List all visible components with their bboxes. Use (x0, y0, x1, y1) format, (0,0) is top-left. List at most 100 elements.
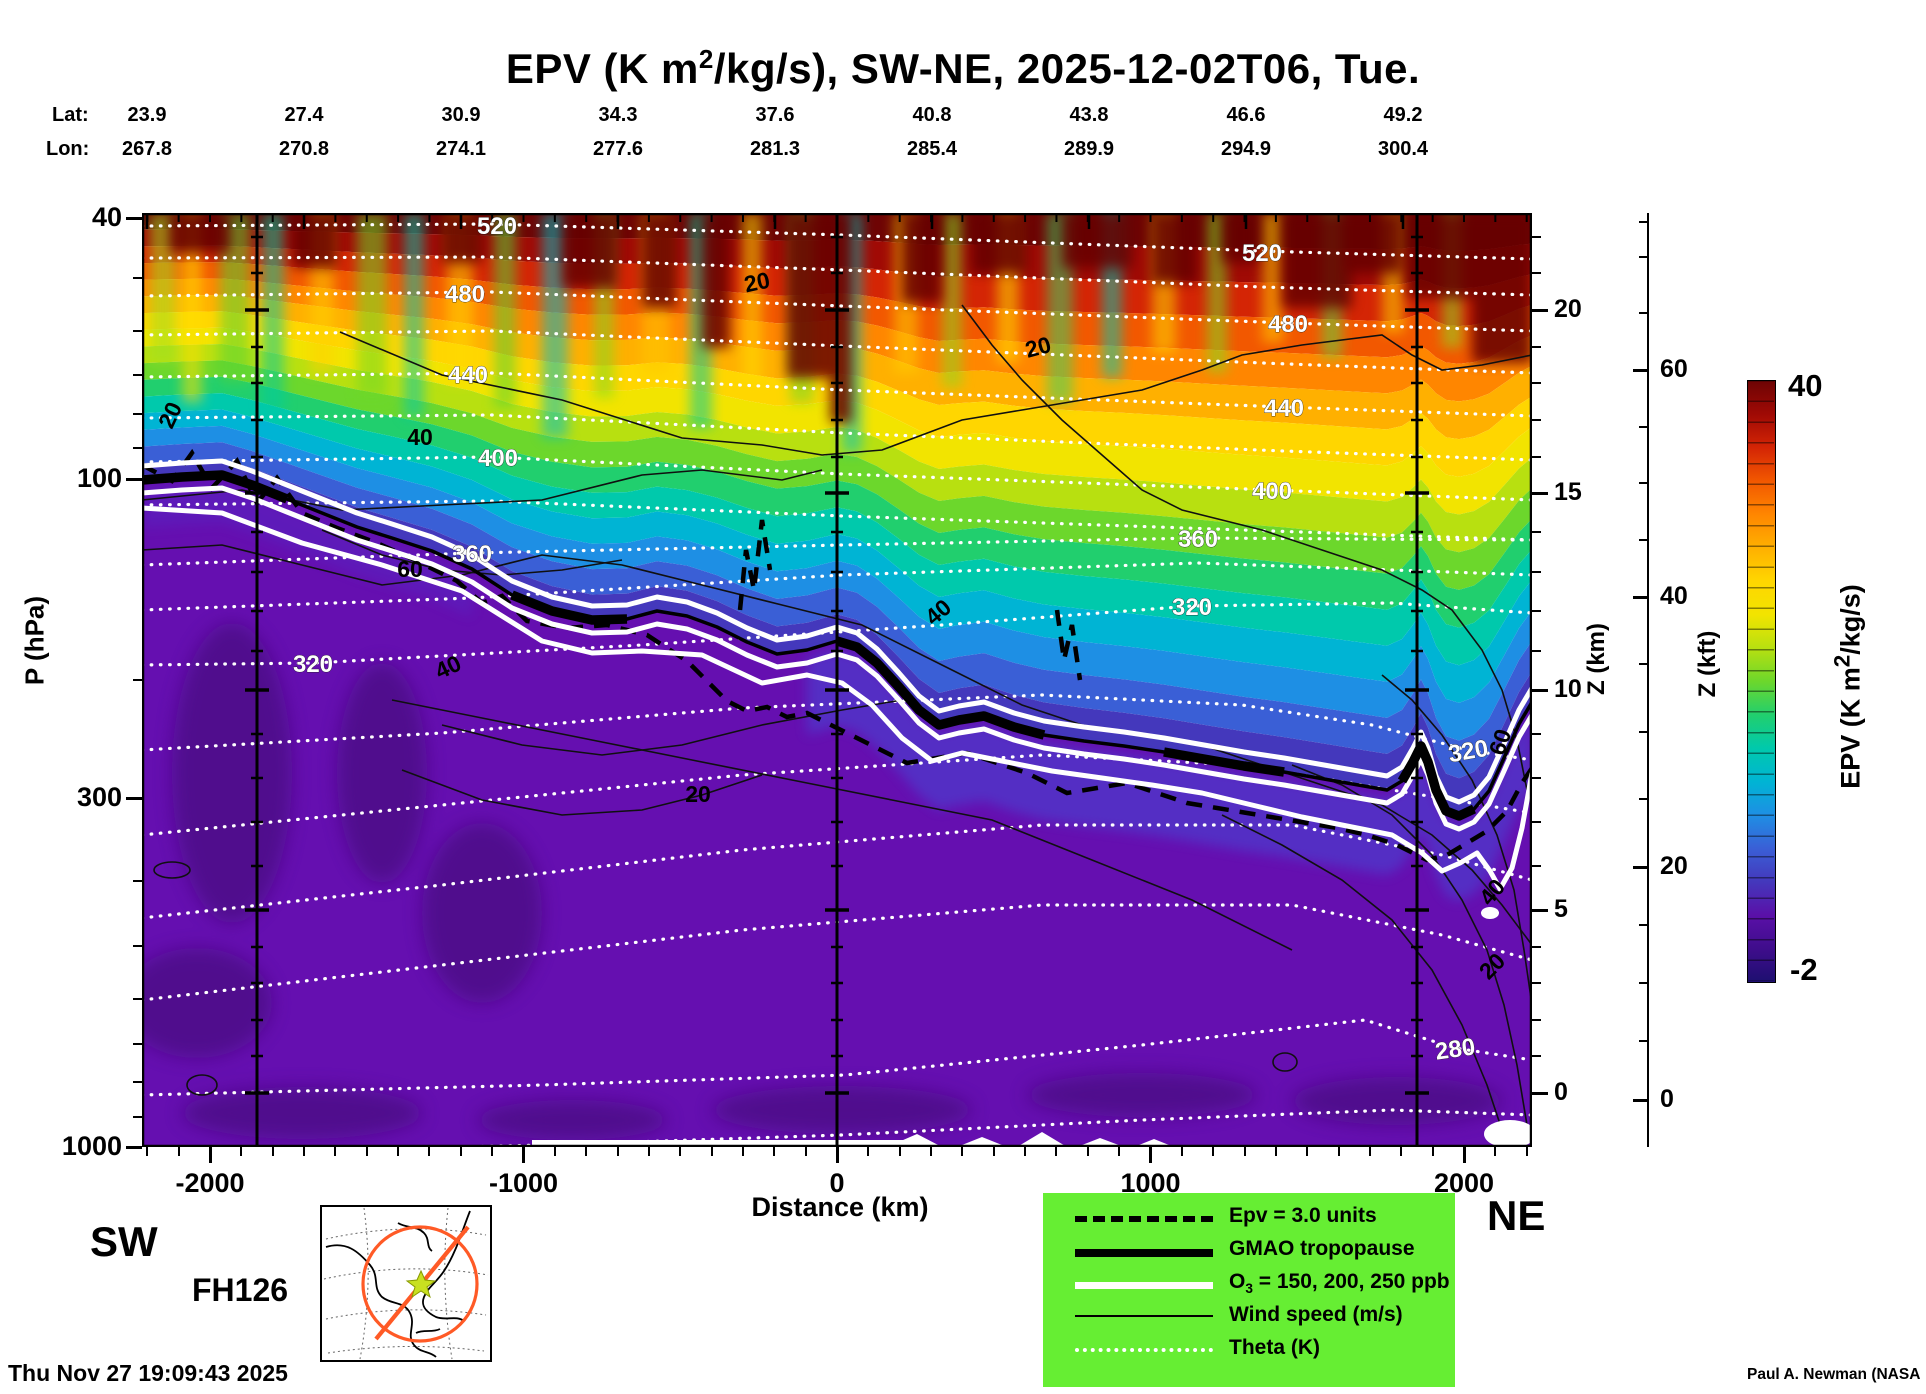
rect-shape (902, 213, 942, 303)
creation-timestamp: Thu Nov 27 19:09:43 2025 (8, 1360, 288, 1386)
text-shape: 440 (1264, 395, 1304, 422)
rect-shape (142, 213, 1532, 1147)
path-shape (142, 455, 1532, 502)
range-circle (361, 1225, 479, 1343)
zkft-major-tick (1633, 865, 1648, 869)
text-shape: 480 (1268, 311, 1308, 338)
distance-minor-tick (397, 1147, 400, 1156)
path-shape (422, 1210, 471, 1322)
zkm-major-tick (1532, 688, 1548, 692)
epv-colorbar (1747, 380, 1776, 983)
distance-minor-tick (303, 1147, 306, 1156)
zkm-tick-label: 20 (1554, 295, 1582, 323)
pressure-minor-tick (133, 330, 142, 332)
path-shape (142, 458, 1532, 805)
lon-value: 294.9 (1220, 138, 1272, 160)
distance-major-tick (208, 1147, 212, 1163)
zkm-minor-tick (1532, 777, 1541, 779)
zkft-minor-tick (1639, 426, 1648, 428)
distance-minor-tick (1431, 1147, 1434, 1156)
span-shape: /kg/s) (1835, 584, 1866, 655)
ellipse-shape (1292, 1077, 1502, 1125)
pressure-minor-tick (133, 945, 142, 947)
pressure-tick-label: 100 (76, 463, 122, 493)
distance-minor-tick (585, 1147, 588, 1156)
distance-minor-tick (773, 1147, 776, 1156)
pressure-major-tick (126, 216, 142, 220)
path-shape (142, 290, 1532, 333)
distance-minor-tick (1368, 1147, 1371, 1156)
distance-major-tick (1149, 1147, 1152, 1163)
distance-minor-tick (146, 1147, 149, 1156)
ellipse-shape (337, 663, 427, 883)
zkm-minor-tick (1532, 865, 1541, 867)
path-shape (323, 1268, 489, 1280)
lat-value: 40.8 (912, 104, 952, 126)
center-star-icon (405, 1269, 437, 1299)
lon-value: 281.3 (749, 138, 801, 160)
path-shape (359, 1207, 369, 1360)
path-shape (397, 1222, 433, 1252)
distance-minor-tick (459, 1147, 462, 1156)
rect-shape (1222, 213, 1257, 263)
distance-minor-tick (1337, 1147, 1340, 1156)
text-shape: 480 (445, 281, 485, 308)
rect-shape (642, 213, 677, 308)
colorbar-max-label: 40 (1788, 368, 1823, 403)
ne-endpoint-label: NE (1487, 1192, 1546, 1239)
path-shape (142, 561, 1532, 612)
ellipse-shape (186, 1074, 218, 1096)
rect-shape (942, 213, 962, 388)
path-shape (401, 769, 763, 816)
text-shape: 400 (478, 445, 518, 472)
distance-minor-tick (741, 1147, 744, 1156)
path-shape (321, 529, 623, 576)
zkm-tick-label: 10 (1554, 675, 1582, 703)
path-shape (532, 1132, 1174, 1147)
zkft-axis-line (1647, 213, 1649, 1147)
legend-swatch-dotted-white (1075, 1348, 1213, 1352)
zkft-tick-label: 60 (1660, 355, 1688, 383)
zkm-axis-title: Z (km) (1583, 623, 1610, 695)
distance-minor-tick (428, 1147, 431, 1156)
path-shape (142, 823, 1532, 920)
lat-value: 49.2 (1383, 104, 1423, 126)
distance-minor-tick (1243, 1147, 1246, 1156)
pressure-minor-tick (133, 998, 142, 1000)
distance-minor-tick (334, 1147, 337, 1156)
pressure-major-tick (126, 796, 142, 800)
colorbar-title: EPV (K m2/kg/s) (1830, 557, 1867, 817)
distance-minor-tick (898, 1147, 901, 1156)
rect-shape (404, 213, 424, 418)
distance-minor-tick (710, 1147, 713, 1156)
legend-item-label: Wind speed (m/s) (1229, 1303, 1403, 1326)
zkm-minor-tick (1532, 733, 1541, 735)
zkft-minor-tick (1639, 539, 1648, 541)
rect-shape (742, 213, 762, 383)
lat-value: 27.4 (284, 104, 324, 126)
path-shape (1291, 764, 1528, 1126)
path-shape (1054, 609, 1083, 681)
legend-item-label: O3 = 150, 200, 250 ppb (1229, 1270, 1450, 1296)
rect-shape (357, 213, 387, 398)
distance-minor-tick (1274, 1147, 1277, 1156)
pressure-major-tick (126, 1145, 142, 1149)
zkft-tick-label: 20 (1660, 852, 1688, 880)
distance-minor-tick (365, 1147, 368, 1156)
zkm-minor-tick (1532, 1055, 1541, 1057)
legend-box: Epv = 3.0 units GMAO tropopause O3 = 150… (1043, 1193, 1455, 1387)
path-shape (142, 903, 1532, 1002)
text-shape: 520 (477, 213, 517, 240)
path-shape (415, 1328, 441, 1334)
lon-value: 274.1 (435, 138, 487, 160)
distance-major-tick (522, 1147, 525, 1163)
ellipse-shape (422, 823, 542, 1003)
lat-value: 34.3 (598, 104, 638, 126)
zkm-minor-tick (1532, 531, 1541, 533)
distance-minor-tick (1306, 1147, 1309, 1156)
pressure-tick-label: 40 (91, 202, 122, 232)
pressure-axis-title: P (hPa) (19, 595, 50, 686)
zkft-minor-tick (1639, 663, 1648, 665)
text-shape: 60 (397, 556, 423, 582)
